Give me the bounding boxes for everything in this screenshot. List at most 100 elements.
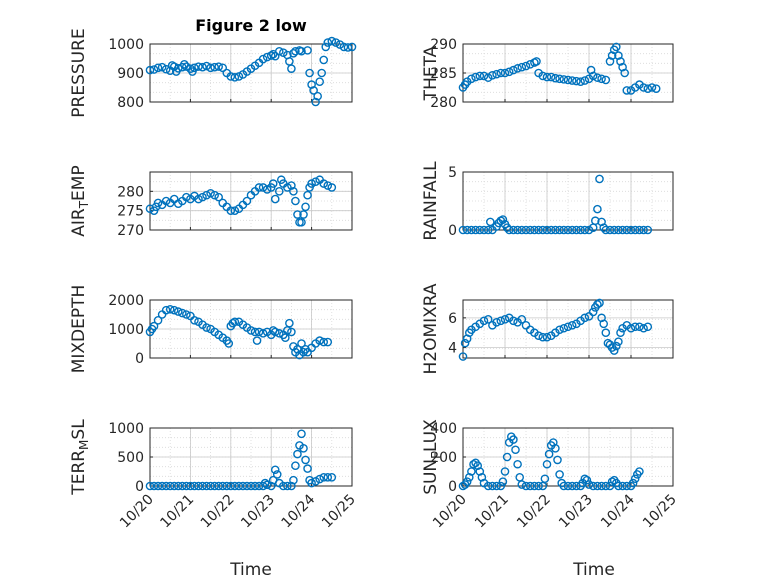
data-point	[555, 74, 564, 84]
data-point	[588, 481, 598, 491]
data-point	[279, 481, 288, 491]
y-tick-label: 6	[448, 311, 457, 327]
data-point	[327, 472, 337, 482]
data-point	[222, 481, 232, 491]
data-point	[250, 327, 260, 337]
data-point	[542, 459, 552, 469]
data-point	[182, 310, 191, 319]
data-point	[509, 65, 518, 75]
data-point	[289, 475, 298, 485]
data-point	[517, 225, 527, 235]
data-point	[230, 206, 240, 215]
data-point	[616, 328, 625, 338]
data-point	[538, 71, 548, 81]
data-point	[576, 77, 585, 86]
data-point	[498, 215, 508, 224]
data-point	[559, 225, 569, 235]
data-point	[319, 55, 329, 65]
data-point	[504, 67, 514, 77]
data-point	[609, 225, 619, 235]
y-tick-label: 0	[135, 351, 144, 367]
data-point	[182, 62, 191, 71]
data-point	[593, 204, 602, 214]
data-point	[218, 481, 228, 491]
y-tick-label: 275	[117, 204, 144, 220]
data-point	[180, 60, 189, 69]
data-point	[542, 225, 552, 235]
data-point	[198, 481, 207, 491]
data-point	[272, 470, 282, 479]
y-axis-label: AIRTEMP	[69, 165, 91, 236]
data-point	[551, 443, 560, 453]
data-point	[593, 300, 602, 309]
data-point	[500, 68, 510, 78]
data-point	[563, 481, 573, 491]
data-point	[614, 51, 623, 60]
data-point	[311, 97, 320, 107]
data-point	[563, 75, 573, 85]
data-point	[149, 65, 159, 74]
y-tick-label: 1000	[108, 322, 144, 338]
data-point	[202, 323, 211, 332]
data-point	[492, 69, 501, 79]
data-point	[511, 445, 520, 455]
data-point	[542, 332, 552, 342]
y-tick-label: 280	[430, 95, 457, 111]
data-point	[542, 72, 552, 82]
data-point	[182, 192, 191, 202]
data-point	[580, 474, 590, 484]
data-point	[194, 62, 203, 71]
subplot-4: 0 5 RAINFALL	[421, 161, 674, 241]
data-point	[462, 477, 472, 486]
data-point	[254, 327, 264, 337]
data-point	[287, 481, 296, 491]
data-point	[580, 313, 590, 323]
data-point	[210, 62, 219, 72]
x-axis-label-left: Time	[229, 560, 272, 580]
data-point	[307, 478, 316, 488]
data-point	[639, 83, 648, 92]
data-point	[540, 474, 550, 484]
data-point	[567, 320, 577, 330]
data-point	[532, 57, 541, 66]
subplot-5: 0 1000 2000 MIXDEPTH	[69, 285, 353, 373]
data-point	[327, 36, 337, 46]
data-point	[238, 481, 248, 491]
data-point	[496, 316, 506, 326]
data-point	[210, 190, 219, 200]
data-point	[567, 225, 577, 235]
data-point	[311, 177, 320, 186]
y-tick-label: 290	[430, 37, 457, 53]
y-tick-label: 2000	[108, 293, 144, 309]
data-point	[473, 461, 483, 471]
data-point	[258, 329, 268, 338]
y-axis-label: SUNFLUX	[421, 419, 443, 495]
data-point	[521, 481, 531, 491]
data-point	[546, 72, 556, 82]
data-point	[614, 225, 623, 235]
data-point	[525, 481, 535, 491]
y-tick-label: 400	[430, 421, 457, 437]
data-point	[161, 305, 171, 315]
data-point	[593, 481, 602, 491]
data-point	[190, 315, 199, 325]
data-point	[262, 185, 272, 194]
subplot-3: 270 275 280 AIRTEMP	[69, 165, 353, 239]
data-point	[182, 481, 191, 491]
data-point	[521, 61, 531, 71]
data-point	[246, 326, 256, 335]
data-point	[178, 481, 187, 491]
data-point	[559, 323, 569, 333]
data-point	[530, 481, 539, 491]
data-point	[301, 455, 310, 465]
data-point	[299, 443, 308, 453]
data-point	[551, 73, 560, 83]
data-point	[595, 174, 604, 184]
data-point	[601, 328, 611, 338]
data-point	[460, 338, 470, 348]
data-point	[301, 202, 310, 212]
data-point	[534, 331, 543, 340]
data-point	[153, 198, 163, 208]
data-point	[283, 481, 292, 491]
data-point	[488, 71, 497, 80]
